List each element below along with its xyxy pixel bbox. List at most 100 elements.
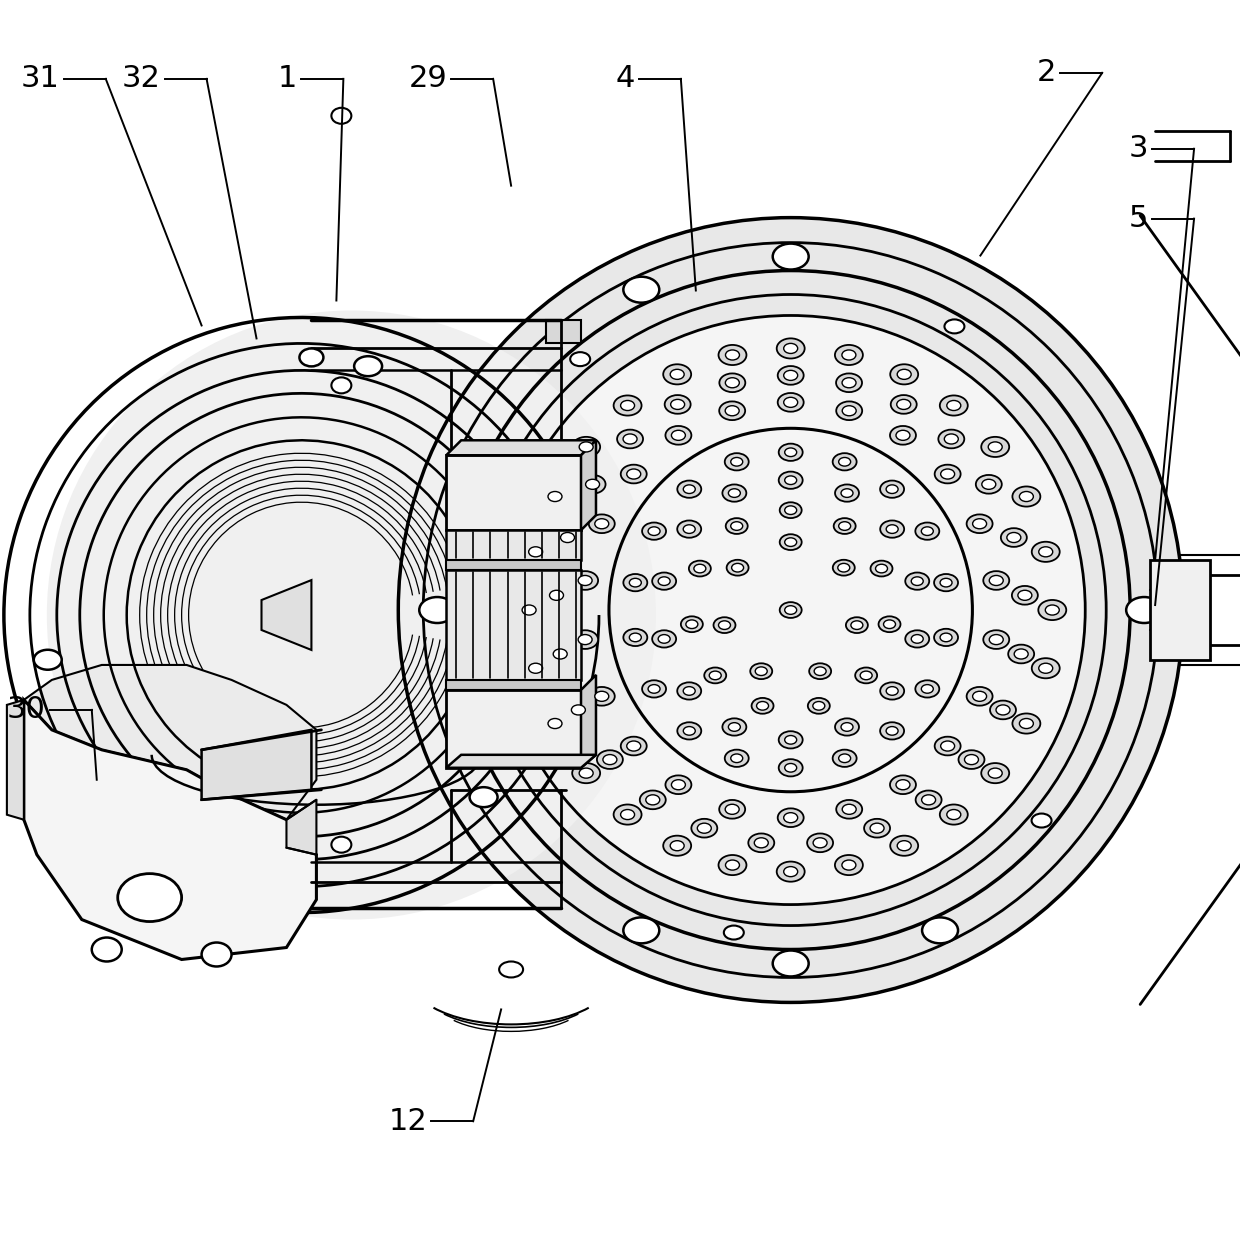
Ellipse shape [838, 564, 849, 571]
Ellipse shape [640, 790, 666, 809]
Ellipse shape [33, 649, 62, 669]
Ellipse shape [522, 605, 536, 615]
Ellipse shape [934, 629, 959, 646]
Ellipse shape [626, 468, 641, 479]
Ellipse shape [784, 397, 797, 407]
Polygon shape [286, 800, 316, 854]
Ellipse shape [719, 402, 745, 420]
Ellipse shape [785, 764, 796, 772]
Ellipse shape [578, 575, 593, 585]
Ellipse shape [784, 371, 797, 381]
Polygon shape [446, 679, 582, 690]
Ellipse shape [718, 620, 730, 629]
Text: 1: 1 [278, 64, 298, 93]
Ellipse shape [838, 521, 851, 530]
Ellipse shape [355, 357, 382, 377]
Ellipse shape [515, 600, 543, 620]
Ellipse shape [887, 726, 898, 735]
Ellipse shape [972, 519, 987, 529]
Ellipse shape [773, 951, 808, 976]
Ellipse shape [618, 430, 644, 448]
Ellipse shape [861, 671, 872, 679]
Ellipse shape [725, 406, 739, 416]
Ellipse shape [940, 396, 967, 416]
Ellipse shape [671, 431, 686, 441]
Ellipse shape [750, 663, 773, 679]
Ellipse shape [683, 485, 696, 494]
Ellipse shape [784, 813, 797, 823]
Ellipse shape [785, 476, 796, 485]
Ellipse shape [864, 819, 890, 838]
Ellipse shape [652, 631, 676, 648]
Ellipse shape [846, 617, 868, 633]
Ellipse shape [983, 631, 1009, 649]
Ellipse shape [683, 726, 696, 735]
Ellipse shape [921, 526, 934, 535]
Ellipse shape [724, 453, 749, 471]
Ellipse shape [666, 426, 692, 445]
Ellipse shape [1012, 587, 1038, 604]
Ellipse shape [565, 701, 591, 720]
Text: 30: 30 [7, 696, 46, 725]
Ellipse shape [915, 790, 941, 809]
Ellipse shape [92, 937, 122, 962]
Ellipse shape [884, 620, 895, 628]
Ellipse shape [1039, 663, 1053, 673]
Ellipse shape [728, 722, 740, 731]
Ellipse shape [686, 620, 698, 628]
Ellipse shape [652, 573, 676, 590]
Ellipse shape [554, 529, 580, 546]
Ellipse shape [572, 631, 598, 649]
Ellipse shape [897, 399, 910, 409]
Ellipse shape [603, 755, 616, 765]
Ellipse shape [1012, 486, 1040, 506]
Ellipse shape [838, 457, 851, 466]
Ellipse shape [1012, 713, 1040, 734]
Ellipse shape [500, 962, 523, 977]
Ellipse shape [1001, 529, 1027, 546]
Ellipse shape [621, 465, 647, 484]
Ellipse shape [748, 834, 774, 852]
Ellipse shape [671, 780, 686, 790]
Ellipse shape [890, 364, 918, 384]
Ellipse shape [940, 633, 952, 642]
Polygon shape [446, 755, 596, 767]
Ellipse shape [670, 369, 684, 379]
Ellipse shape [522, 658, 549, 678]
Ellipse shape [624, 574, 647, 592]
Ellipse shape [870, 823, 884, 833]
Polygon shape [546, 320, 582, 343]
Ellipse shape [549, 590, 563, 600]
Ellipse shape [890, 396, 916, 413]
Ellipse shape [663, 835, 691, 855]
Ellipse shape [732, 564, 744, 571]
Ellipse shape [751, 698, 774, 713]
Ellipse shape [496, 315, 1085, 904]
Ellipse shape [543, 587, 569, 604]
Ellipse shape [779, 731, 802, 749]
Ellipse shape [981, 764, 1009, 784]
Ellipse shape [649, 526, 660, 535]
Ellipse shape [614, 805, 641, 825]
Ellipse shape [880, 481, 904, 497]
Ellipse shape [626, 741, 641, 751]
Ellipse shape [983, 571, 1009, 590]
Ellipse shape [572, 437, 600, 457]
Ellipse shape [579, 475, 605, 494]
Ellipse shape [614, 396, 641, 416]
Ellipse shape [945, 319, 965, 333]
Ellipse shape [730, 521, 743, 530]
Ellipse shape [579, 442, 593, 452]
Ellipse shape [890, 775, 916, 794]
Ellipse shape [1007, 533, 1021, 543]
Ellipse shape [589, 515, 615, 533]
Ellipse shape [754, 838, 769, 848]
Ellipse shape [835, 485, 859, 501]
Ellipse shape [785, 448, 796, 457]
Ellipse shape [620, 810, 635, 820]
Ellipse shape [1032, 814, 1052, 828]
Ellipse shape [842, 350, 856, 360]
Ellipse shape [756, 702, 769, 710]
Text: 3: 3 [1128, 134, 1148, 163]
Text: 2: 2 [1037, 58, 1056, 88]
